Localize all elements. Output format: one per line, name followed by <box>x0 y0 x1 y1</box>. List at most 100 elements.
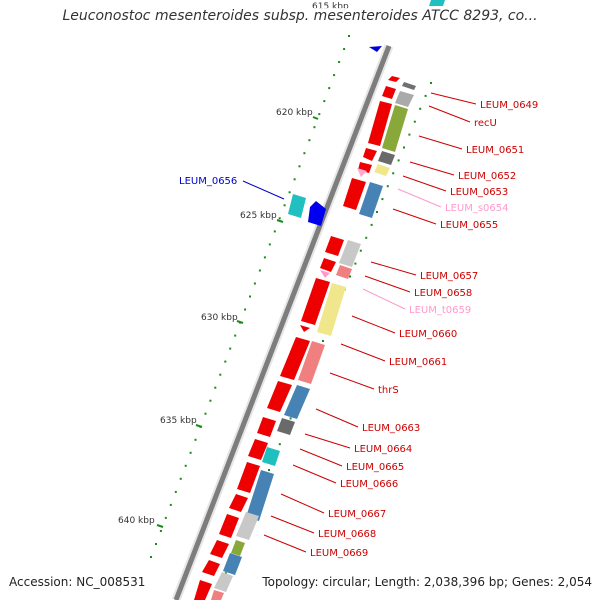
gene-cds[interactable] <box>336 265 352 279</box>
gene-label[interactable]: LEUM_0667 <box>328 509 386 520</box>
gene-cds[interactable] <box>280 337 310 380</box>
tick-dot <box>403 146 405 149</box>
gene-cds[interactable] <box>317 283 346 336</box>
gene-label[interactable]: LEUM_0651 <box>466 145 524 156</box>
gene-cds[interactable] <box>237 462 260 493</box>
tick-dot <box>381 198 384 201</box>
gene-cds[interactable] <box>284 385 310 419</box>
gene-cds[interactable] <box>231 540 245 556</box>
gene-rna[interactable] <box>357 168 367 177</box>
gene-cds[interactable] <box>229 494 248 512</box>
accession-label: Accession: NC_008531 <box>9 575 146 589</box>
gene-cds[interactable] <box>300 325 310 332</box>
gene-label[interactable]: thrS <box>378 385 399 396</box>
tick-dot <box>164 516 167 519</box>
tick-dot <box>289 417 292 420</box>
tick-dot <box>155 543 157 545</box>
gene-cds[interactable] <box>236 512 259 540</box>
gene-label[interactable]: LEUM_0665 <box>346 462 404 473</box>
genome-backbone-line <box>173 45 392 600</box>
tick-dot <box>343 48 346 50</box>
gene-cds[interactable] <box>382 105 408 152</box>
gene-cds[interactable] <box>267 381 292 412</box>
gene-label[interactable]: LEUM_0668 <box>318 529 376 540</box>
gene-label[interactable]: LEUM_0663 <box>362 423 420 434</box>
tick-dot <box>224 360 227 363</box>
tick-dot <box>273 230 276 233</box>
tick-dot <box>189 451 192 454</box>
gene-cds[interactable] <box>257 417 276 437</box>
gene-cds[interactable] <box>378 151 395 165</box>
gene-labels: LEUM_0649 recU LEUM_0651 LEUM_0652 LEUM_… <box>179 100 538 559</box>
tick-dot <box>278 217 281 220</box>
gene-label[interactable]: LEUM_0664 <box>354 444 412 455</box>
gene-cds[interactable] <box>194 580 212 600</box>
gene-label[interactable]: LEUM_0658 <box>414 288 472 299</box>
gene-cds-reverse[interactable] <box>288 194 306 218</box>
gene-cds[interactable] <box>368 101 392 146</box>
tick-dot <box>258 269 261 272</box>
gene-track-reverse <box>288 194 326 226</box>
tick-dot <box>408 133 411 136</box>
tick-dot <box>288 191 291 194</box>
tick-dot <box>204 412 207 415</box>
tick-dot <box>323 100 326 103</box>
gene-cds[interactable] <box>388 76 400 82</box>
tick-dot <box>328 87 331 90</box>
gene-cds[interactable] <box>339 240 361 267</box>
gene-label[interactable]: LEUM_s0654 <box>445 203 509 214</box>
gene-cds[interactable] <box>298 341 325 384</box>
gene-label[interactable]: LEUM_0652 <box>458 171 516 182</box>
gene-cds[interactable] <box>214 572 233 592</box>
kbp-label-640: 640 kbp <box>118 516 155 526</box>
kbp-label-625: 625 kbp <box>240 211 277 221</box>
tick-dot <box>293 178 296 181</box>
gene-cds[interactable] <box>395 91 414 107</box>
gene-label-reverse[interactable]: LEUM_0656 <box>179 176 237 187</box>
gene-label[interactable]: recU <box>474 118 497 129</box>
gene-label[interactable]: LEUM_0666 <box>340 479 398 490</box>
tick-dot <box>333 74 336 77</box>
gene-label[interactable]: LEUM_0661 <box>389 357 447 368</box>
gene-cds[interactable] <box>301 278 330 325</box>
gene-label[interactable]: LEUM_0649 <box>480 100 538 111</box>
gene-cds[interactable] <box>382 86 396 99</box>
gene-label[interactable]: LEUM_0655 <box>440 220 498 231</box>
gene-cds[interactable] <box>202 560 220 576</box>
gene-cds[interactable] <box>374 164 390 176</box>
gene-label[interactable]: LEUM_0669 <box>310 548 368 559</box>
gene-cds-top[interactable] <box>429 0 445 6</box>
gene-cds[interactable] <box>211 590 224 600</box>
gene-cds[interactable] <box>248 439 268 460</box>
gene-label[interactable]: LEUM_0653 <box>450 187 508 198</box>
gene-cds[interactable] <box>246 470 274 521</box>
kbp-label-635: 635 kbp <box>160 416 197 426</box>
gene-cds-reverse[interactable] <box>308 201 326 226</box>
gene-rna[interactable] <box>320 270 330 278</box>
gene-cds[interactable] <box>402 82 416 90</box>
gene-cds[interactable] <box>262 447 280 466</box>
gene-label[interactable]: LEUM_t0659 <box>409 305 471 316</box>
tick-dot <box>419 107 422 110</box>
gene-label[interactable]: LEUM_0660 <box>399 329 457 340</box>
gene-cds[interactable] <box>210 540 229 558</box>
gene-cds[interactable] <box>363 148 377 161</box>
gene-cds[interactable] <box>359 182 383 218</box>
gene-cds[interactable] <box>223 553 242 575</box>
gene-cds[interactable] <box>219 514 239 538</box>
tick-dot <box>253 282 256 285</box>
gene-label[interactable]: LEUM_0657 <box>420 271 478 282</box>
tick-dot <box>349 275 351 278</box>
tick-dot <box>354 262 357 265</box>
gene-cds[interactable] <box>343 178 366 210</box>
gene-cds[interactable] <box>320 258 336 272</box>
tick-dot <box>209 399 212 402</box>
gene-cds[interactable] <box>277 418 295 435</box>
tick-dot <box>229 347 232 350</box>
tick-dot <box>214 386 217 389</box>
gene-cds[interactable] <box>325 236 344 256</box>
scale-tick-dashes <box>156 116 319 528</box>
tick-dot <box>392 172 395 175</box>
